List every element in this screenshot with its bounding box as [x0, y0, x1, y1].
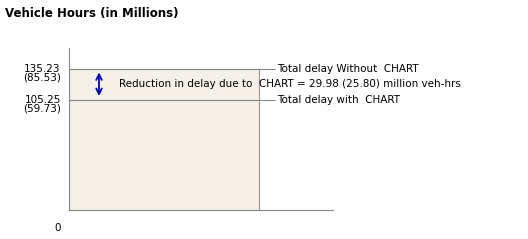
- Text: 105.25: 105.25: [24, 95, 61, 105]
- Text: Reduction in delay due to  CHART = 29.98 (25.80) million veh-hrs: Reduction in delay due to CHART = 29.98 …: [119, 79, 460, 89]
- Text: (59.73): (59.73): [23, 104, 61, 114]
- Bar: [69, 69, 259, 210]
- Text: (85.53): (85.53): [23, 72, 61, 82]
- Text: Vehicle Hours (in Millions): Vehicle Hours (in Millions): [5, 7, 179, 20]
- Text: Total delay Without  CHART: Total delay Without CHART: [277, 64, 419, 74]
- Text: 135.23: 135.23: [24, 64, 61, 74]
- Text: 0: 0: [54, 223, 61, 233]
- Text: Total delay with  CHART: Total delay with CHART: [277, 95, 400, 105]
